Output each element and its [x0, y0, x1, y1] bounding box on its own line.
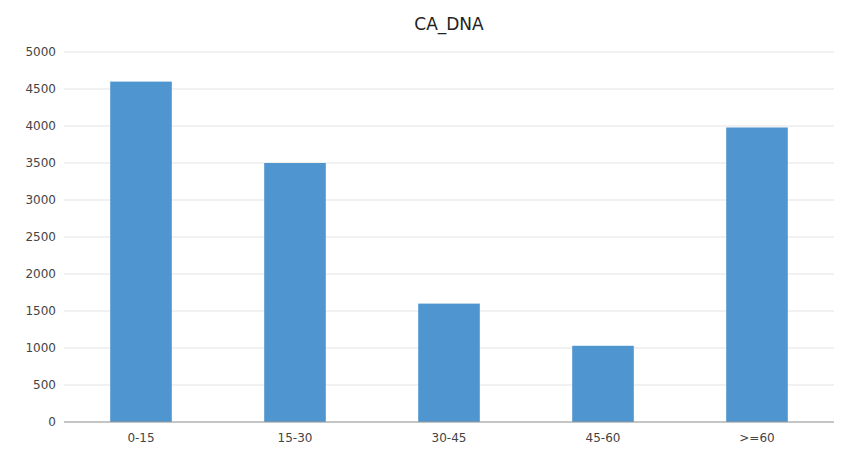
y-tick-label: 3000: [25, 193, 56, 207]
y-grid: [64, 52, 834, 422]
chart-title: CA_DNA: [414, 14, 484, 35]
y-tick-label: 5000: [25, 45, 56, 59]
grid-line: [64, 126, 834, 127]
y-tick-label: 0: [48, 415, 56, 429]
y-tick-label: 4500: [25, 82, 56, 96]
x-tick-label: 45-60: [586, 431, 621, 445]
x-tick-label: 15-30: [278, 431, 313, 445]
grid-line: [64, 163, 834, 164]
chart-svg: CA_DNA 0 500 1000 1500 2000 2500 3000 3500 4000 45…: [0, 0, 858, 466]
grid-line: [64, 274, 834, 275]
grid-line: [64, 52, 834, 53]
bars: [110, 82, 788, 422]
bar: [110, 82, 172, 422]
y-tick-label: 1000: [25, 341, 56, 355]
bar: [264, 163, 326, 422]
grid-line: [64, 200, 834, 201]
y-tick-label: 3500: [25, 156, 56, 170]
x-tick-label: 30-45: [432, 431, 467, 445]
y-axis: 0 500 1000 1500 2000 2500 3000 3500 4000 4500 5000: [25, 45, 56, 429]
bar: [418, 304, 480, 422]
x-tick-label: >=60: [739, 431, 774, 445]
grid-line: [64, 89, 834, 90]
x-axis: 0-15 15-30 30-45 45-60 >=60: [64, 422, 834, 445]
grid-line: [64, 422, 834, 423]
y-tick-label: 2000: [25, 267, 56, 281]
y-tick-label: 4000: [25, 119, 56, 133]
y-tick-label: 2500: [25, 230, 56, 244]
bar: [726, 127, 788, 422]
y-tick-label: 500: [33, 378, 56, 392]
x-axis-line: [64, 422, 834, 423]
y-tick-label: 1500: [25, 304, 56, 318]
grid-line: [64, 237, 834, 238]
chart-container: CA_DNA 0 500 1000 1500 2000 2500 3000 3500 4000 45…: [0, 0, 858, 466]
x-tick-label: 0-15: [127, 431, 154, 445]
bar: [572, 346, 634, 422]
